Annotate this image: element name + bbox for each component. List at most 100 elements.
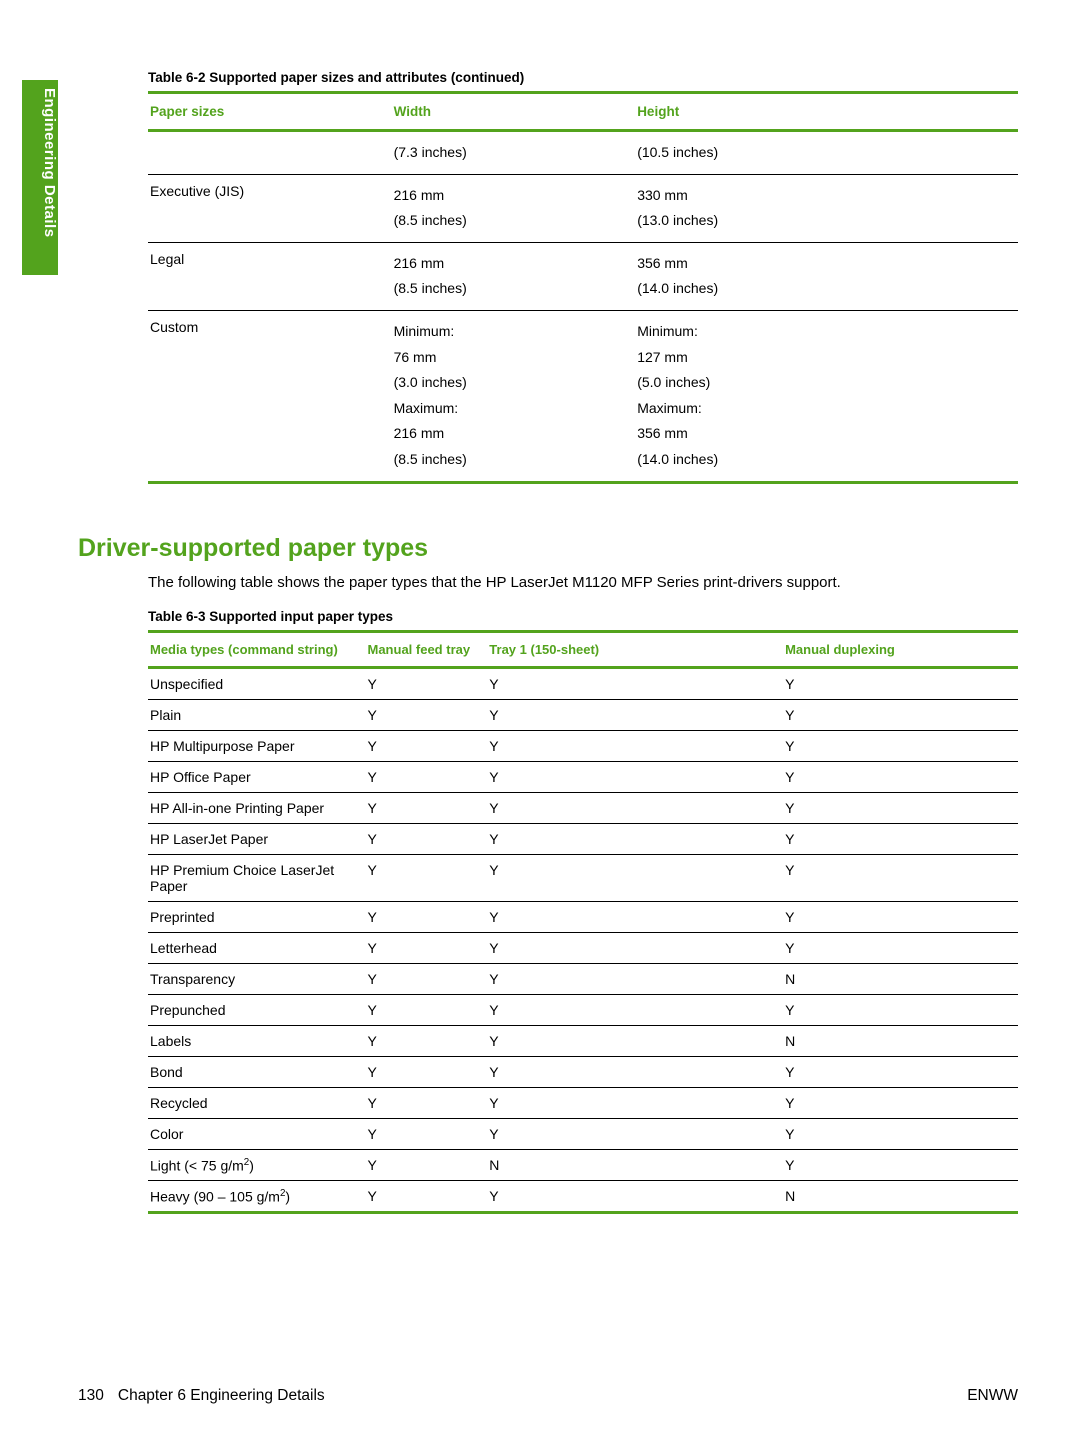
table-row: (7.3 inches)(10.5 inches): [148, 131, 1018, 175]
t63-cell-media: Labels: [148, 1025, 366, 1056]
side-tab-label: Engineering Details: [41, 88, 58, 238]
table-6-3: Media types (command string) Manual feed…: [148, 630, 1018, 1212]
t63-cell-media: Letterhead: [148, 932, 366, 963]
t63-cell-value: N: [783, 963, 1018, 994]
t63-cell-value: Y: [366, 901, 488, 932]
t62-cell-width: (7.3 inches): [392, 131, 636, 175]
t62-cell-height: Minimum:127 mm(5.0 inches)Maximum:356 mm…: [635, 310, 1018, 480]
table-row: HP Office PaperYYY: [148, 761, 1018, 792]
t62-header-width: Width: [392, 93, 636, 131]
table-row: LabelsYYN: [148, 1025, 1018, 1056]
t62-cell-width: 216 mm(8.5 inches): [392, 174, 636, 242]
table-row: Executive (JIS)216 mm(8.5 inches)330 mm(…: [148, 174, 1018, 242]
t63-cell-value: Y: [366, 1025, 488, 1056]
t63-header-media-types: Media types (command string): [148, 631, 366, 667]
t63-cell-media: HP LaserJet Paper: [148, 823, 366, 854]
table-row: PlainYYY: [148, 699, 1018, 730]
t62-height-line: 356 mm: [637, 251, 1012, 277]
t62-cell-name: Custom: [148, 310, 392, 480]
t63-cell-value: Y: [487, 1087, 783, 1118]
section-paragraph: The following table shows the paper type…: [148, 573, 1018, 593]
table-row: HP Premium Choice LaserJet PaperYYY: [148, 854, 1018, 901]
t63-cell-value: Y: [366, 1181, 488, 1212]
t63-cell-media: Transparency: [148, 963, 366, 994]
table-row: HP All-in-one Printing PaperYYY: [148, 792, 1018, 823]
t63-cell-media: HP Multipurpose Paper: [148, 730, 366, 761]
t63-cell-value: Y: [487, 1181, 783, 1212]
table-6-2-bottom-border: [148, 481, 1018, 484]
table-row: CustomMinimum:76 mm(3.0 inches)Maximum:2…: [148, 310, 1018, 480]
t63-cell-value: Y: [487, 761, 783, 792]
t62-width-line: 216 mm: [394, 251, 630, 277]
t62-height-line: 356 mm: [637, 421, 1012, 447]
t62-width-line: Maximum:: [394, 396, 630, 422]
t63-cell-value: Y: [366, 1056, 488, 1087]
t63-cell-value: Y: [783, 730, 1018, 761]
page-footer: 130 Chapter 6 Engineering Details ENWW: [78, 1387, 1018, 1405]
t63-cell-value: Y: [366, 667, 488, 699]
t62-cell-name: Executive (JIS): [148, 174, 392, 242]
side-tab: Engineering Details: [22, 80, 58, 275]
t62-height-line: Maximum:: [637, 396, 1012, 422]
t62-cell-height: 356 mm(14.0 inches): [635, 242, 1018, 310]
t62-height-line: Minimum:: [637, 319, 1012, 345]
t63-cell-value: Y: [487, 1056, 783, 1087]
t63-cell-media: Heavy (90 – 105 g/m2): [148, 1181, 366, 1212]
t62-cell-name: [148, 131, 392, 175]
t62-header-paper-sizes: Paper sizes: [148, 93, 392, 131]
table-row: TransparencyYYN: [148, 963, 1018, 994]
table-6-3-caption: Table 6-3 Supported input paper types: [148, 609, 1018, 624]
table-row: BondYYY: [148, 1056, 1018, 1087]
t62-height-line: (5.0 inches): [637, 370, 1012, 396]
t63-cell-media: HP Premium Choice LaserJet Paper: [148, 854, 366, 901]
t62-width-line: 76 mm: [394, 345, 630, 371]
t62-width-line: Minimum:: [394, 319, 630, 345]
t63-cell-media: HP All-in-one Printing Paper: [148, 792, 366, 823]
t63-cell-value: Y: [366, 730, 488, 761]
t63-cell-value: Y: [366, 1087, 488, 1118]
t63-cell-value: Y: [783, 994, 1018, 1025]
t63-cell-value: Y: [487, 1118, 783, 1149]
t63-cell-value: Y: [366, 994, 488, 1025]
table-row: HP Multipurpose PaperYYY: [148, 730, 1018, 761]
t63-cell-value: N: [783, 1025, 1018, 1056]
t62-cell-height: 330 mm(13.0 inches): [635, 174, 1018, 242]
table-row: PrepunchedYYY: [148, 994, 1018, 1025]
t63-header-manual-feed: Manual feed tray: [366, 631, 488, 667]
t62-cell-height: (10.5 inches): [635, 131, 1018, 175]
table-6-3-block: Table 6-3 Supported input paper types Me…: [148, 609, 1018, 1214]
t62-height-line: (14.0 inches): [637, 447, 1012, 473]
table-row: HP LaserJet PaperYYY: [148, 823, 1018, 854]
t62-width-line: (7.3 inches): [394, 140, 630, 166]
t62-width-line: (8.5 inches): [394, 447, 630, 473]
t62-width-line: (3.0 inches): [394, 370, 630, 396]
t63-cell-value: Y: [366, 932, 488, 963]
t63-cell-value: Y: [783, 1118, 1018, 1149]
t63-cell-value: Y: [366, 1118, 488, 1149]
t63-cell-value: N: [783, 1181, 1018, 1212]
t62-width-line: (8.5 inches): [394, 208, 630, 234]
t63-cell-media: Preprinted: [148, 901, 366, 932]
t63-cell-value: Y: [783, 667, 1018, 699]
t63-cell-value: Y: [783, 854, 1018, 901]
t62-height-line: 330 mm: [637, 183, 1012, 209]
t62-width-line: 216 mm: [394, 183, 630, 209]
table-6-2-caption: Table 6-2 Supported paper sizes and attr…: [148, 70, 1018, 85]
t63-cell-value: Y: [487, 963, 783, 994]
t62-cell-name: Legal: [148, 242, 392, 310]
footer-page-number: 130: [78, 1387, 104, 1405]
t63-cell-media: Prepunched: [148, 994, 366, 1025]
t63-cell-value: Y: [487, 932, 783, 963]
table-row: Light (< 75 g/m2)YNY: [148, 1149, 1018, 1181]
t63-cell-value: N: [487, 1149, 783, 1181]
table-row: UnspecifiedYYY: [148, 667, 1018, 699]
t63-cell-media: Recycled: [148, 1087, 366, 1118]
t62-width-line: (8.5 inches): [394, 276, 630, 302]
t63-cell-value: Y: [783, 761, 1018, 792]
t63-cell-value: Y: [487, 699, 783, 730]
t63-cell-media: Unspecified: [148, 667, 366, 699]
t63-cell-value: Y: [366, 792, 488, 823]
table-row: ColorYYY: [148, 1118, 1018, 1149]
t63-cell-value: Y: [783, 699, 1018, 730]
t63-cell-value: Y: [487, 823, 783, 854]
